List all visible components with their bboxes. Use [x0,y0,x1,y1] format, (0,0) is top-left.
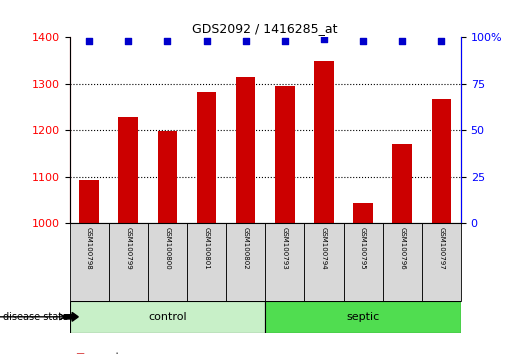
Bar [187,223,226,301]
Text: GSM100793: GSM100793 [282,227,288,270]
Text: GSM100802: GSM100802 [243,227,249,269]
Bar [226,223,265,301]
Bar [432,98,451,223]
Bar [148,223,187,301]
Bar [304,223,344,301]
Bar [158,131,177,223]
Text: GSM100800: GSM100800 [164,227,170,270]
Text: count: count [93,352,121,354]
Bar [265,223,304,301]
Point [202,38,211,44]
Bar [422,223,461,301]
Bar [236,77,255,223]
Point [281,38,289,44]
Point [124,38,132,44]
Text: GSM100801: GSM100801 [203,227,210,270]
Point [320,36,328,42]
Text: GSM100799: GSM100799 [125,227,131,270]
Bar [70,301,265,333]
Bar [109,223,148,301]
Title: GDS2092 / 1416285_at: GDS2092 / 1416285_at [193,22,338,35]
Point [242,38,250,44]
Bar [314,61,334,223]
Point [163,38,171,44]
Text: septic: septic [347,312,380,322]
Bar [197,92,216,223]
Point [359,38,367,44]
Bar [79,180,99,223]
Bar [70,223,109,301]
Point [85,38,93,44]
Text: GSM100796: GSM100796 [399,227,405,270]
Text: ■: ■ [75,352,84,354]
Bar [353,203,373,223]
Bar [118,117,138,223]
Bar [392,144,412,223]
Text: GSM100795: GSM100795 [360,227,366,269]
Text: disease state: disease state [3,312,67,322]
Bar [275,86,295,223]
Point [437,38,445,44]
Text: GSM100794: GSM100794 [321,227,327,269]
Bar [265,301,461,333]
Text: control: control [148,312,186,322]
Text: GSM100797: GSM100797 [438,227,444,270]
Point [398,38,406,44]
Bar [383,223,422,301]
Text: GSM100798: GSM100798 [86,227,92,270]
Bar [344,223,383,301]
